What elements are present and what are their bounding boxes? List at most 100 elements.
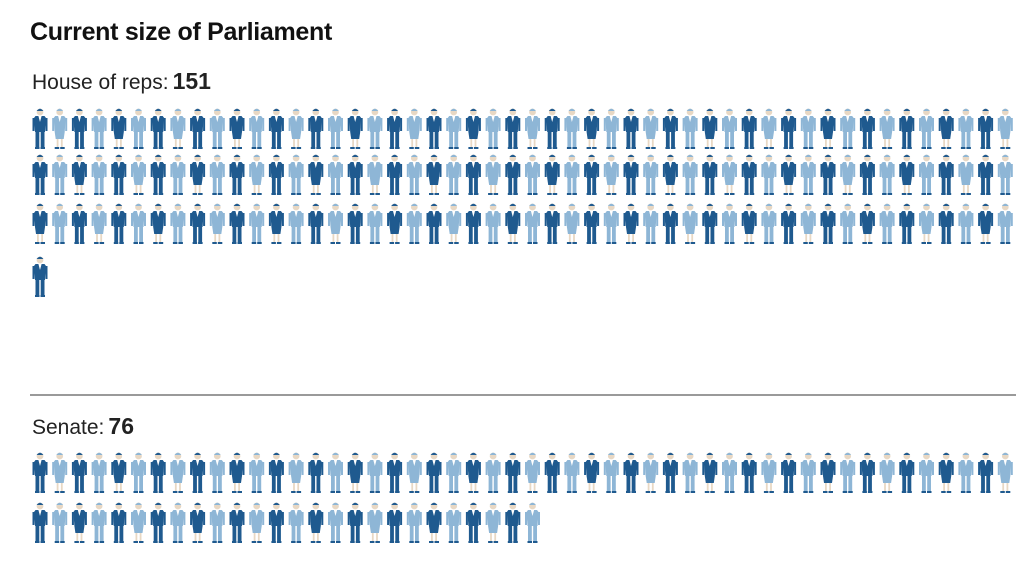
house-of-reps-member-figure — [840, 108, 856, 149]
house-of-reps-member-figure — [347, 108, 363, 149]
house-of-reps-member-figure — [387, 154, 403, 195]
senate-member-figure — [268, 502, 284, 543]
house-of-reps-member-figure — [662, 203, 678, 244]
house-of-reps-member-figure — [584, 108, 600, 149]
house-of-reps-member-figure — [879, 108, 895, 149]
senate-member-figure — [859, 452, 875, 493]
house-of-reps-member-figure — [52, 154, 68, 195]
house-of-reps-member-figure — [978, 154, 994, 195]
senate-member-figure — [249, 502, 265, 543]
house-of-reps-member-figure — [249, 203, 265, 244]
house-of-reps-member-figure — [938, 154, 954, 195]
senate-member-figure — [997, 452, 1013, 493]
house-of-reps-member-figure — [564, 203, 580, 244]
house-of-reps-member-figure — [643, 108, 659, 149]
house-of-reps-member-figure — [820, 203, 836, 244]
house-of-reps-member-figure — [52, 108, 68, 149]
house-of-reps-member-figure — [919, 108, 934, 149]
senate-member-figure — [623, 452, 639, 493]
house-of-reps-member-figure — [268, 108, 284, 149]
senate-member-figure — [702, 452, 718, 493]
senate-member-figure — [209, 502, 225, 543]
house-of-reps-member-figure — [978, 203, 994, 244]
house-of-reps-member-figure — [899, 203, 915, 244]
house-of-reps-member-figure — [682, 154, 698, 195]
house-of-reps-member-figure — [544, 203, 560, 244]
house-of-reps-member-figure — [741, 203, 757, 244]
house-of-reps-member-figure — [150, 108, 166, 149]
senate-member-figure — [643, 452, 659, 493]
senate-member-figure — [170, 502, 186, 543]
senate-member-figure — [741, 452, 757, 493]
house-of-reps-member-figure — [190, 108, 206, 149]
house-of-reps-member-figure — [623, 108, 639, 149]
house-of-reps-member-figure — [52, 203, 68, 244]
house-of-reps-member-figure — [800, 154, 816, 195]
senate-member-figure — [328, 452, 343, 493]
house-of-reps-member-figure — [682, 203, 698, 244]
senate-member-figure — [229, 452, 245, 493]
house-of-reps-member-figure — [387, 203, 403, 244]
house-of-reps-member-figure — [308, 108, 324, 149]
senate-member-figure — [308, 502, 324, 543]
house-of-reps-member-figure — [919, 154, 934, 195]
senate-member-figure — [52, 452, 68, 493]
senate-member-figure — [446, 452, 462, 493]
house-of-reps-member-figure — [150, 203, 166, 244]
house-of-reps-member-figure — [623, 203, 639, 244]
house-of-reps-member-figure — [997, 108, 1013, 149]
house-of-reps-member-figure — [840, 154, 856, 195]
house-of-reps-member-figure — [446, 154, 462, 195]
house-of-reps-member-figure — [761, 108, 777, 149]
house-of-reps-member-figure — [603, 154, 619, 195]
house-of-reps-member-figure — [209, 203, 225, 244]
senate-member-figure — [505, 452, 521, 493]
senate-member-figure — [781, 452, 797, 493]
senate-member-figure — [387, 452, 403, 493]
house-of-reps-member-figure — [859, 108, 875, 149]
senate-member-figure — [426, 502, 442, 543]
senate-member-figure — [268, 452, 284, 493]
senate-member-figure — [820, 452, 836, 493]
house-of-reps-member-figure — [91, 203, 107, 244]
senate-member-figure — [406, 502, 422, 543]
house-of-reps-member-figure — [347, 154, 363, 195]
house-of-reps-member-figure — [702, 203, 718, 244]
house-of-reps-member-figure — [32, 203, 48, 244]
house-of-reps-member-figure — [91, 108, 107, 149]
senate-member-figure — [32, 502, 48, 543]
house-of-reps-member-figure — [820, 154, 836, 195]
house-of-reps-member-figure — [328, 108, 343, 149]
house-of-reps-member-figure — [308, 203, 324, 244]
house-of-reps-member-figure — [170, 154, 186, 195]
house-of-reps-member-figure — [485, 108, 501, 149]
house-of-reps-member-figure — [347, 203, 363, 244]
house-of-reps-member-figure — [209, 108, 225, 149]
senate-count: 76 — [108, 413, 134, 439]
house-of-reps-member-figure — [879, 203, 895, 244]
house-of-reps-member-figure — [32, 108, 48, 149]
senate-member-figure — [131, 502, 146, 543]
house-of-reps-member-figure — [426, 154, 442, 195]
senate-member-figure — [209, 452, 225, 493]
senate-member-figure — [190, 452, 206, 493]
house-of-reps-member-figure — [150, 154, 166, 195]
house-of-reps-member-figure — [229, 203, 245, 244]
house-of-reps-member-figure — [367, 154, 383, 195]
senate-member-figure — [465, 502, 481, 543]
house-of-reps-member-figure — [643, 154, 659, 195]
house-of-reps-member-figure — [505, 108, 521, 149]
house-of-reps-member-figure — [111, 108, 127, 149]
senate-member-figure — [584, 452, 600, 493]
house-of-reps-member-figure — [71, 203, 87, 244]
section-divider — [30, 394, 1016, 396]
house-of-reps-member-figure — [525, 108, 540, 149]
house-of-reps-member-figure — [485, 154, 501, 195]
house-of-reps-member-figure — [938, 203, 954, 244]
house-of-reps-member-figure — [465, 203, 481, 244]
house-of-reps-member-figure — [229, 154, 245, 195]
senate-member-figure — [367, 452, 383, 493]
senate-member-figure — [71, 502, 87, 543]
senate-member-figure — [505, 502, 521, 543]
house-of-reps-member-figure — [761, 154, 777, 195]
